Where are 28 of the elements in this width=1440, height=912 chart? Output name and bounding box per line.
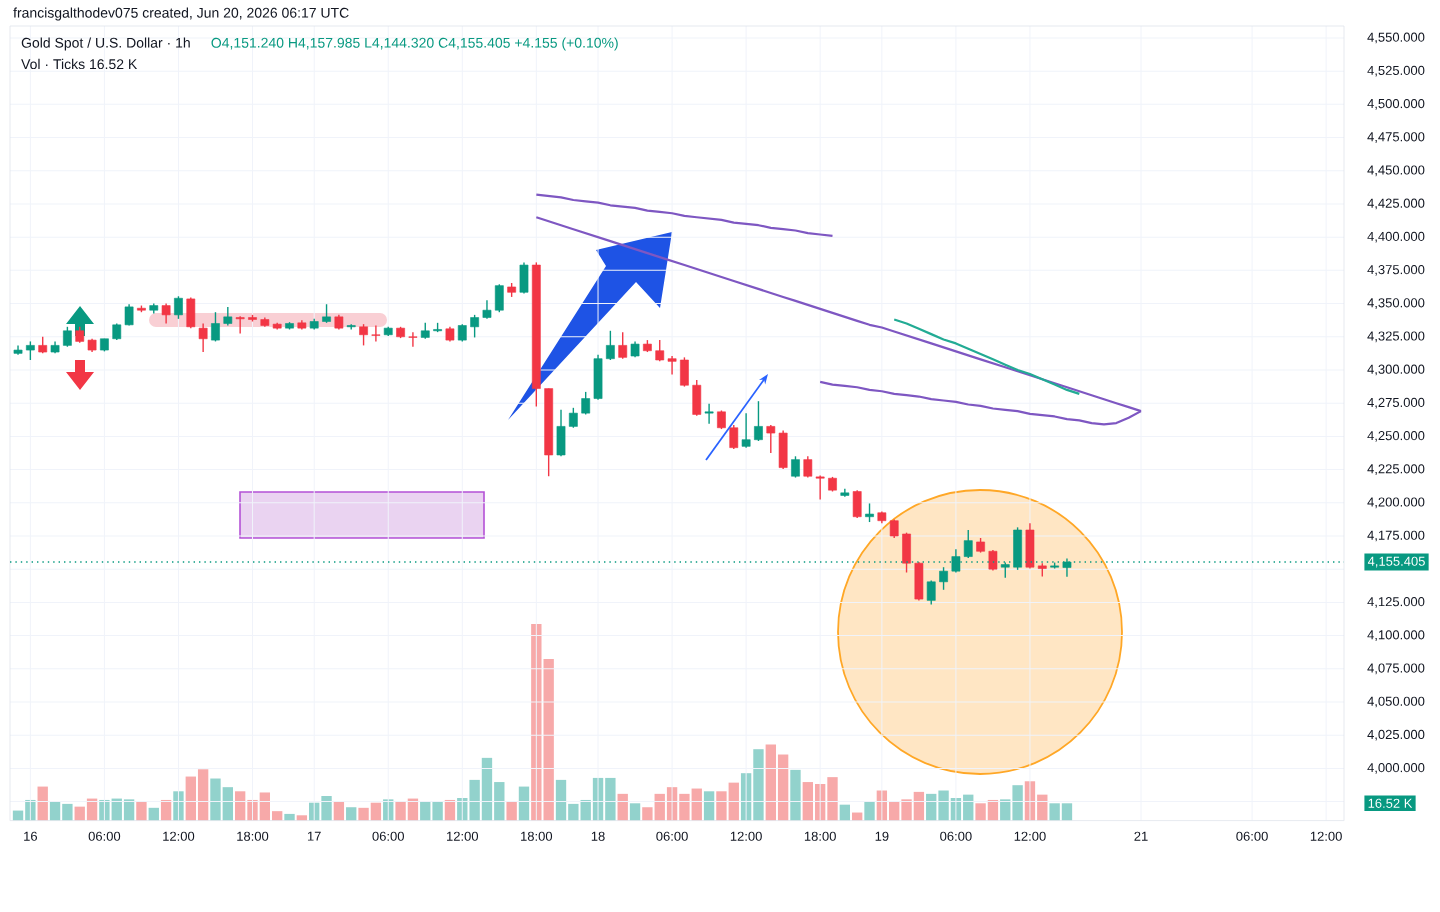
candlestick — [198, 322, 208, 353]
bar — [617, 793, 628, 821]
bar — [864, 801, 875, 821]
bar — [346, 807, 357, 821]
bar — [173, 791, 184, 821]
candlestick — [161, 302, 171, 325]
bar — [703, 791, 715, 821]
bar — [506, 801, 517, 821]
candlestick — [729, 424, 739, 450]
bar — [518, 786, 530, 821]
bar — [148, 807, 159, 821]
candlestick — [717, 409, 726, 430]
candlestick — [186, 296, 196, 329]
candlestick — [852, 489, 862, 519]
bar — [333, 801, 345, 821]
bar — [136, 801, 147, 821]
candlestick — [791, 455, 800, 479]
bar — [790, 769, 801, 821]
bar — [37, 786, 48, 821]
bar — [629, 803, 641, 821]
candlestick — [865, 502, 874, 523]
candlestick — [519, 261, 529, 295]
bar — [284, 813, 295, 821]
candlestick — [174, 295, 183, 320]
bar — [839, 804, 851, 821]
candlestick — [618, 331, 628, 360]
bar — [296, 815, 308, 821]
candlestick — [704, 403, 714, 425]
